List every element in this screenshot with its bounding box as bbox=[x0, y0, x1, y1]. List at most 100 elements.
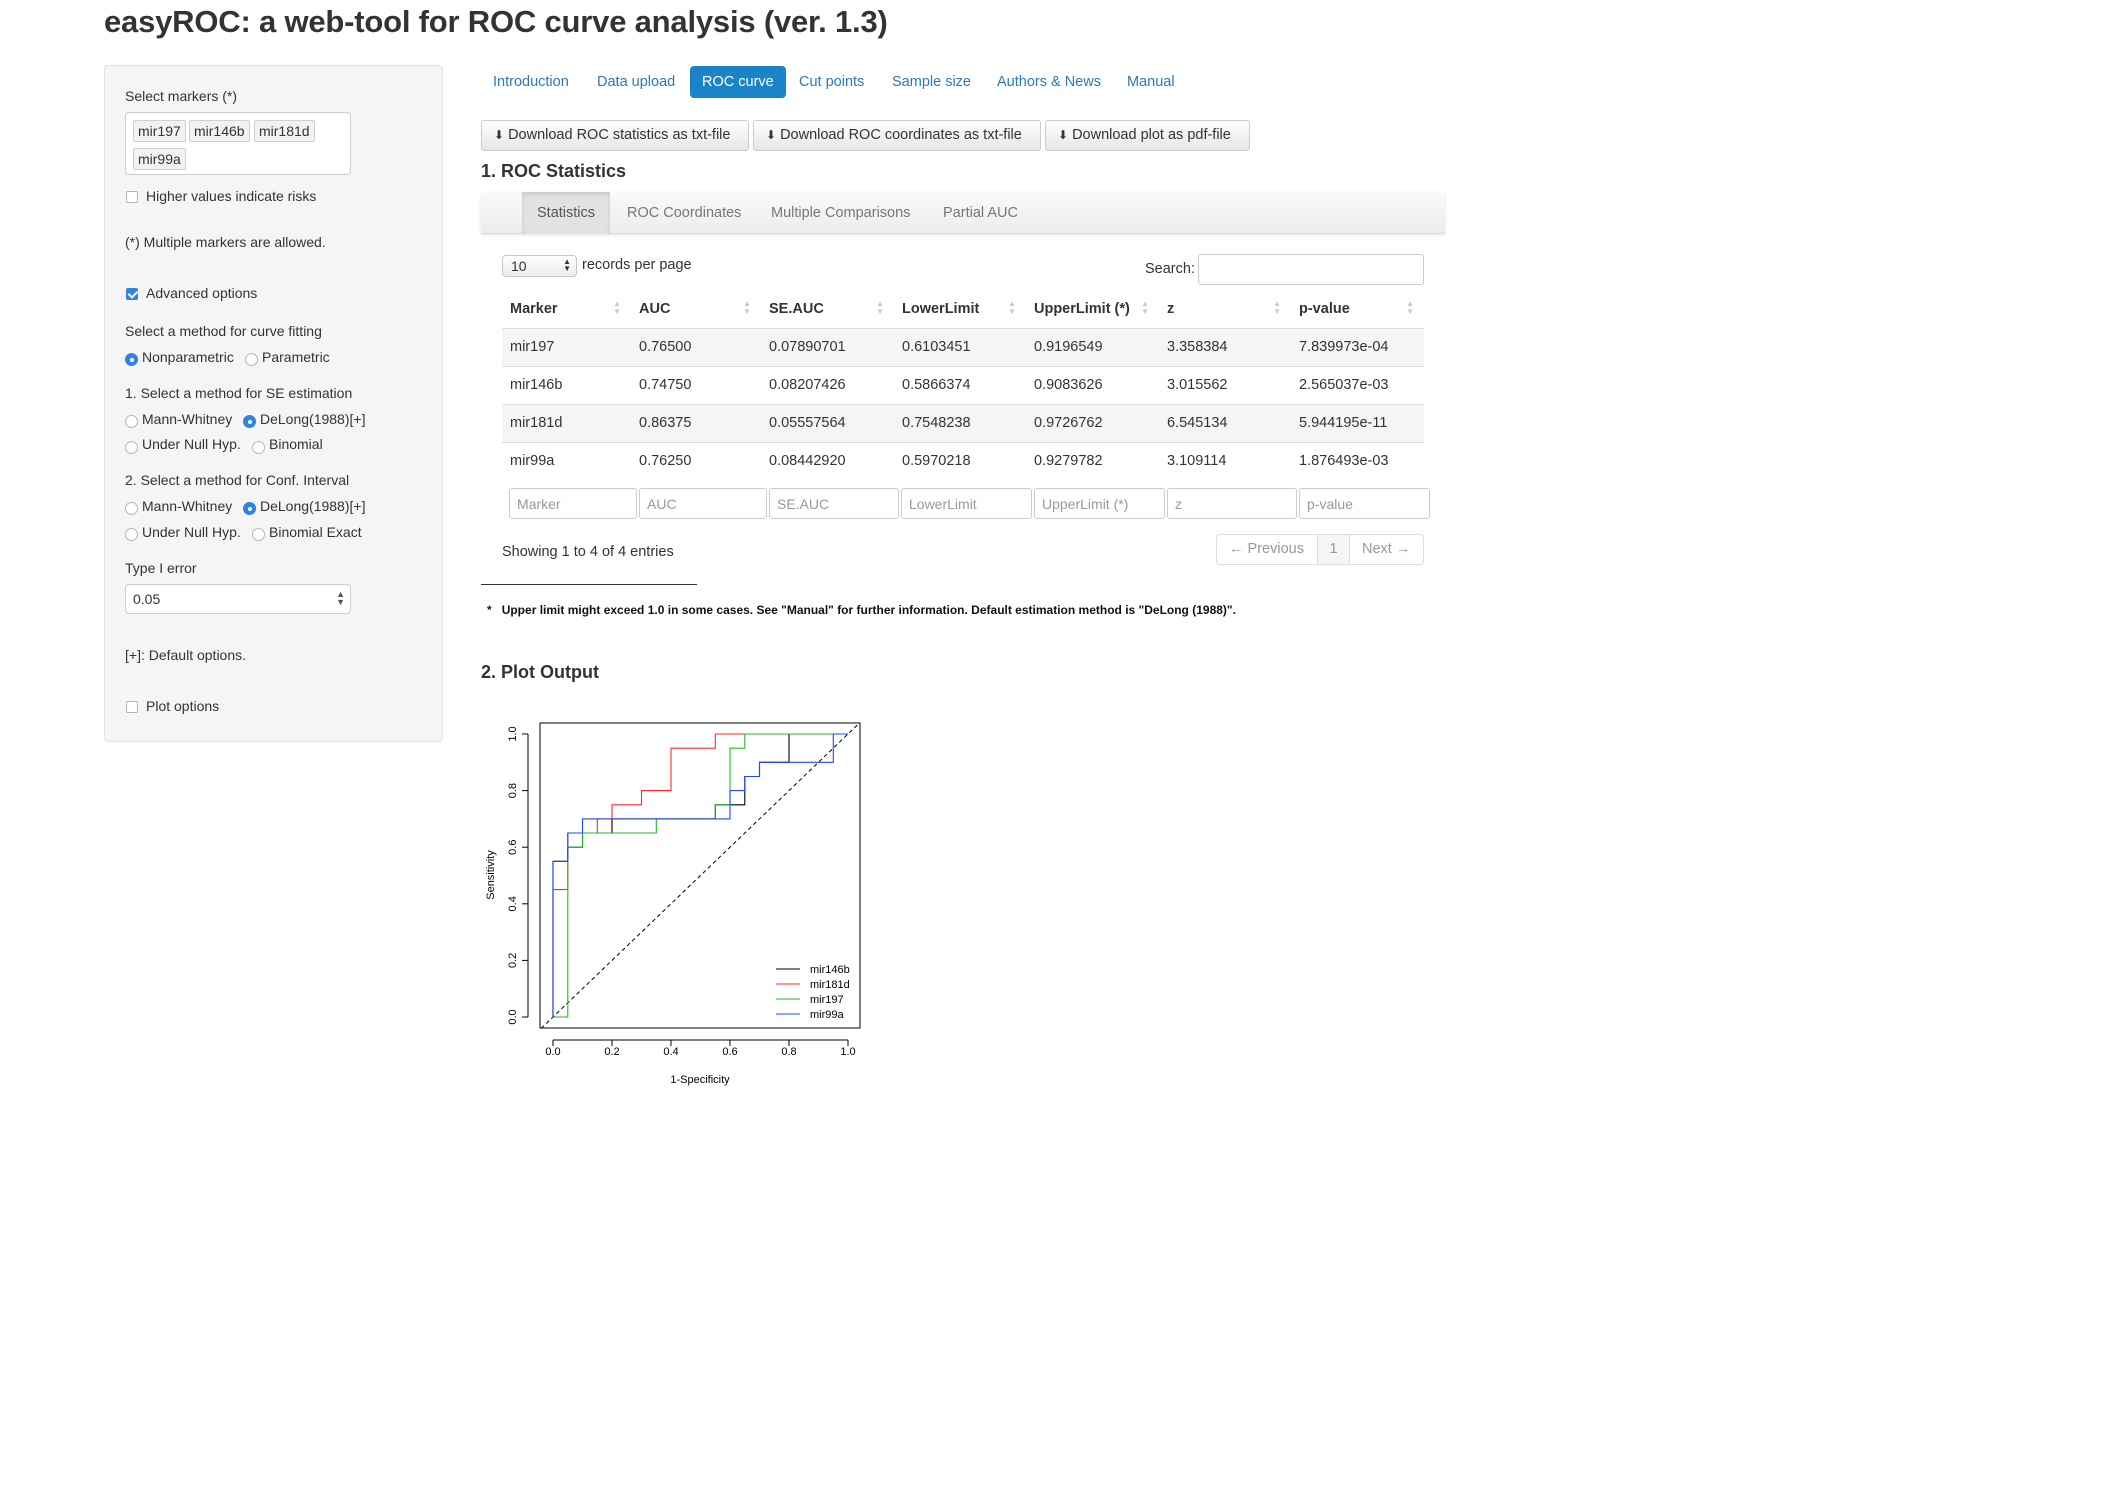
filter-input-auc[interactable]: AUC bbox=[639, 488, 767, 519]
search-input[interactable] bbox=[1198, 254, 1424, 285]
ci-under-null-radio[interactable] bbox=[125, 528, 138, 541]
marker-chip[interactable]: mir181d bbox=[254, 120, 315, 142]
tab-manual[interactable]: Manual bbox=[1127, 74, 1175, 90]
download-plot-button[interactable]: ⬇ Download plot as pdf-file bbox=[1045, 120, 1250, 151]
filter-input-marker[interactable]: Marker bbox=[509, 488, 637, 519]
filter-input-upper-limit[interactable]: UpperLimit (*) bbox=[1034, 488, 1165, 519]
table-row: mir197 0.76500 0.07890701 0.6103451 0.91… bbox=[502, 327, 1424, 366]
search-label: Search: bbox=[1145, 261, 1195, 277]
download-icon: ⬇ bbox=[766, 128, 777, 142]
sort-icon: ▲ ▼ bbox=[1406, 299, 1414, 316]
column-header[interactable]: AUC ▲ ▼ bbox=[631, 290, 761, 329]
type1-error-input[interactable]: 0.05 ▲ ▼ bbox=[125, 584, 351, 614]
table-cell: 0.76500 bbox=[631, 327, 761, 366]
download-icon: ⬇ bbox=[1058, 128, 1069, 142]
se-binomial-radio[interactable] bbox=[252, 441, 265, 454]
table-cell: 0.86375 bbox=[631, 403, 761, 442]
reference-diagonal-line bbox=[540, 722, 861, 1029]
subtab-partial-auc[interactable]: Partial AUC bbox=[943, 205, 1018, 221]
sidebar-panel: Select markers (*) mir197 mir146b mir181… bbox=[104, 65, 443, 742]
y-axis-label: Sensitivity bbox=[485, 850, 497, 900]
advanced-options-checkbox[interactable] bbox=[126, 288, 138, 300]
divider bbox=[481, 584, 697, 585]
marker-chip[interactable]: mir99a bbox=[133, 148, 186, 170]
y-tick-label: 0.4 bbox=[507, 896, 519, 911]
y-tick-label: 0.6 bbox=[507, 840, 519, 855]
table-info: Showing 1 to 4 of 4 entries bbox=[502, 544, 674, 560]
table-row: mir181d 0.86375 0.05557564 0.7548238 0.9… bbox=[502, 403, 1424, 442]
table-cell: 0.7548238 bbox=[894, 403, 1026, 442]
table-cell: 5.944195e-11 bbox=[1291, 403, 1424, 442]
plot-options-checkbox[interactable] bbox=[126, 701, 138, 713]
legend-label: mir99a bbox=[810, 1009, 845, 1021]
tab-authors-news[interactable]: Authors & News bbox=[997, 74, 1101, 90]
table-cell: mir146b bbox=[502, 365, 631, 404]
sort-icon: ▲ ▼ bbox=[613, 299, 621, 316]
ci-delong-radio[interactable] bbox=[243, 502, 256, 515]
radio-label: DeLong(1988)[+] bbox=[260, 411, 366, 427]
subtab-roc-coordinates[interactable]: ROC Coordinates bbox=[627, 205, 742, 221]
radio-label: Mann-Whitney bbox=[142, 411, 233, 427]
download-coords-label: Download ROC coordinates as txt-file bbox=[780, 127, 1022, 143]
previous-button[interactable]: ← Previous bbox=[1229, 541, 1304, 557]
table-cell: 0.08442920 bbox=[761, 441, 894, 480]
sort-icon: ▲ ▼ bbox=[743, 299, 751, 316]
filter-input-z[interactable]: z bbox=[1167, 488, 1297, 519]
table-cell: 2.565037e-03 bbox=[1291, 365, 1424, 404]
marker-chip[interactable]: mir146b bbox=[189, 120, 250, 142]
column-header[interactable]: z ▲ ▼ bbox=[1159, 290, 1291, 329]
higher-values-checkbox[interactable] bbox=[126, 191, 138, 203]
marker-multiselect[interactable]: mir197 mir146b mir181d mir99a bbox=[125, 112, 351, 175]
select-arrows-icon: ▲ ▼ bbox=[563, 257, 571, 273]
higher-values-label: Higher values indicate risks bbox=[146, 188, 317, 204]
x-tick-label: 0.6 bbox=[722, 1046, 737, 1058]
tab-sample-size[interactable]: Sample size bbox=[892, 74, 971, 90]
marker-chip[interactable]: mir197 bbox=[133, 120, 186, 142]
pagination: ← Previous 1 Next → bbox=[1216, 534, 1424, 565]
subtab-multiple-comparisons[interactable]: Multiple Comparisons bbox=[771, 205, 911, 221]
ci-binomial-exact-radio[interactable] bbox=[252, 528, 265, 541]
roc-subtabs: Statistics ROC Coordinates Multiple Comp… bbox=[481, 192, 1445, 234]
download-stats-button[interactable]: ⬇ Download ROC statistics as txt-file bbox=[481, 120, 749, 151]
radio-label: Under Null Hyp. bbox=[142, 524, 241, 540]
sort-icon: ▲ ▼ bbox=[1008, 299, 1016, 316]
next-button[interactable]: Next → bbox=[1362, 541, 1411, 557]
se-method-label: 1. Select a method for SE estimation bbox=[125, 385, 353, 401]
column-header[interactable]: LowerLimit ▲ ▼ bbox=[894, 290, 1026, 329]
table-cell: 3.015562 bbox=[1159, 365, 1291, 404]
ci-mann-whitney-radio[interactable] bbox=[125, 502, 138, 515]
se-delong-radio[interactable] bbox=[243, 415, 256, 428]
page-length-select[interactable]: 10 ▲ ▼ bbox=[502, 255, 577, 277]
legend-label: mir146b bbox=[810, 964, 850, 976]
filter-input-se-auc[interactable]: SE.AUC bbox=[769, 488, 899, 519]
se-under-null-radio[interactable] bbox=[125, 441, 138, 454]
filter-input-p-value[interactable]: p-value bbox=[1299, 488, 1430, 519]
plot-output-heading: 2. Plot Output bbox=[481, 662, 599, 682]
subtab-statistics[interactable]: Statistics bbox=[522, 192, 611, 234]
table-cell: mir181d bbox=[502, 403, 631, 442]
parametric-radio[interactable] bbox=[245, 353, 258, 366]
download-coords-button[interactable]: ⬇ Download ROC coordinates as txt-file bbox=[753, 120, 1041, 151]
column-header[interactable]: UpperLimit (*) ▲ ▼ bbox=[1026, 290, 1159, 329]
column-header[interactable]: SE.AUC ▲ ▼ bbox=[761, 290, 894, 329]
plot-options-label: Plot options bbox=[146, 698, 220, 714]
column-header[interactable]: Marker ▲ ▼ bbox=[502, 290, 631, 329]
tab-roc-curve[interactable]: ROC curve bbox=[690, 66, 786, 98]
type1-error-value: 0.05 bbox=[133, 591, 161, 607]
download-plot-label: Download plot as pdf-file bbox=[1072, 127, 1231, 143]
y-tick-label: 0.2 bbox=[507, 953, 519, 968]
tab-introduction[interactable]: Introduction bbox=[493, 74, 569, 90]
tab-cut-points[interactable]: Cut points bbox=[799, 74, 865, 90]
y-tick-label: 1.0 bbox=[507, 726, 519, 741]
x-tick-label: 0.0 bbox=[545, 1046, 560, 1058]
page-number-button[interactable]: 1 bbox=[1317, 535, 1350, 564]
table-cell: 0.9083626 bbox=[1026, 365, 1159, 404]
filter-input-lower-limit[interactable]: LowerLimit bbox=[901, 488, 1032, 519]
table-cell: 0.05557564 bbox=[761, 403, 894, 442]
stepper-icon[interactable]: ▲ ▼ bbox=[336, 589, 345, 607]
roc-statistics-heading: 1. ROC Statistics bbox=[481, 161, 627, 181]
se-mann-whitney-radio[interactable] bbox=[125, 415, 138, 428]
nonparametric-radio[interactable] bbox=[125, 353, 138, 366]
tab-data-upload[interactable]: Data upload bbox=[597, 74, 676, 90]
column-header[interactable]: p-value ▲ ▼ bbox=[1291, 290, 1424, 329]
